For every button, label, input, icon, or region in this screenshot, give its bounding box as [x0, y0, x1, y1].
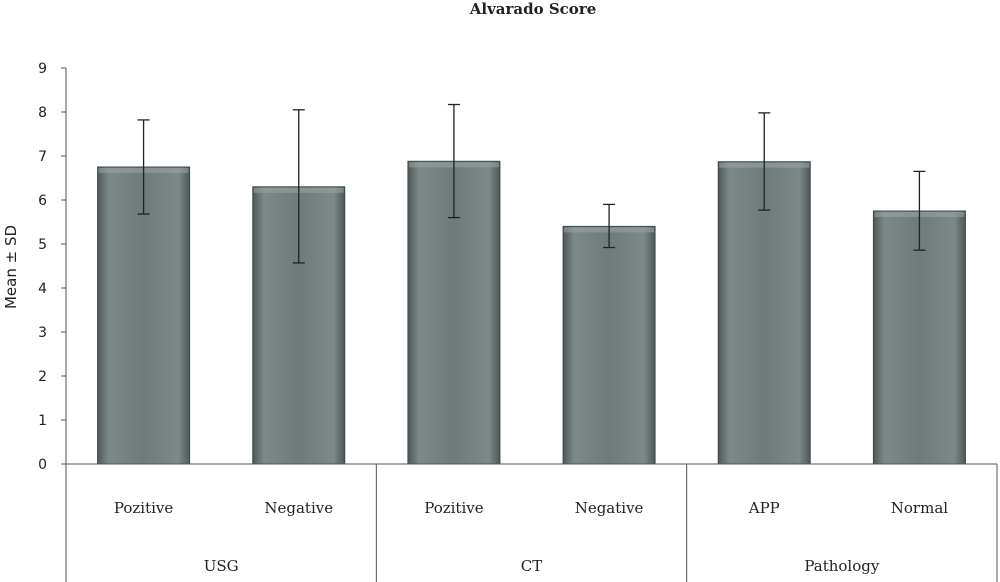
y-tick-label: 8 [38, 105, 47, 121]
chart-title: Alvarado Score [469, 0, 597, 18]
y-tick-label: 9 [38, 61, 47, 77]
y-tick-label: 7 [38, 149, 47, 165]
bars [97, 160, 966, 465]
x-axis: Pozitive Negative Pozitive Negative APP Norma… [65, 463, 998, 582]
y-tick-label: 4 [38, 281, 47, 297]
bar [97, 166, 191, 465]
category-label: Negative [575, 499, 644, 517]
category-label: Pozitive [114, 499, 174, 517]
y-tick-label: 5 [38, 237, 47, 253]
y-tick-label: 2 [38, 369, 47, 385]
category-label: Normal [891, 499, 948, 517]
y-axis: 0 1 2 3 4 5 6 7 8 9 [38, 61, 67, 473]
bar [872, 210, 966, 465]
category-label: Negative [264, 499, 333, 517]
error-bars [137, 103, 926, 264]
y-tick-label: 3 [38, 325, 47, 341]
category-label: Pozitive [424, 499, 484, 517]
category-label: APP [748, 499, 780, 517]
bar [562, 225, 656, 465]
y-tick-label: 1 [38, 413, 47, 429]
y-tick-label: 0 [38, 457, 47, 473]
group-label: CT [521, 557, 542, 575]
y-axis-label: Mean ± SD [2, 225, 20, 309]
group-label: USG [204, 557, 239, 575]
group-label: Pathology [804, 557, 880, 575]
y-tick-label: 6 [38, 193, 47, 209]
bar [717, 161, 811, 465]
